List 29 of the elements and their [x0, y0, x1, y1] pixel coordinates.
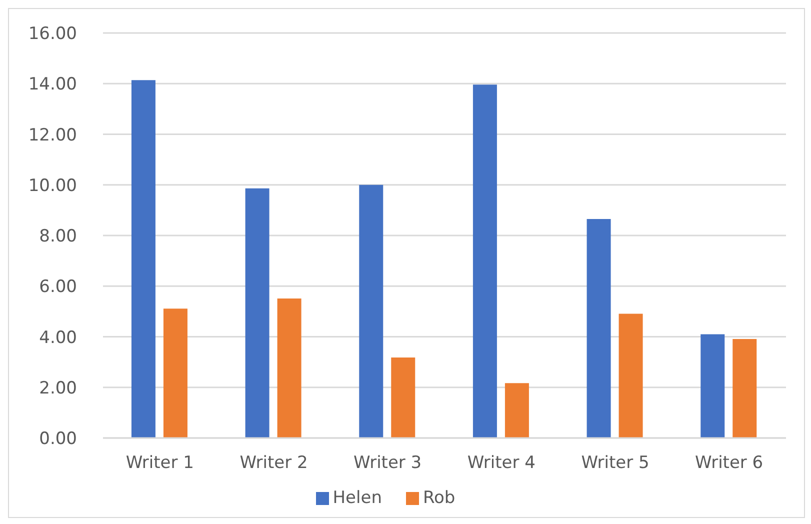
y-tick-label: 2.00: [39, 378, 77, 398]
bar: [700, 334, 725, 438]
bar: [732, 339, 757, 438]
bar: [504, 383, 529, 438]
y-tick-label: 14.00: [28, 74, 77, 95]
y-tick-label: 8.00: [39, 226, 77, 247]
x-tick-label: Writer 4: [467, 453, 536, 474]
y-tick-label: 10.00: [28, 176, 77, 196]
bar: [391, 358, 416, 438]
y-tick-label: 6.00: [39, 277, 77, 298]
bar: [163, 308, 188, 438]
legend-label: Rob: [422, 488, 456, 508]
bar: [277, 298, 302, 438]
bar: [359, 184, 384, 438]
x-tick-label: Writer 6: [695, 453, 764, 474]
y-tick-label: 4.00: [39, 328, 77, 348]
x-tick-label: Writer 2: [240, 453, 308, 474]
x-tick-label: Writer 1: [126, 453, 194, 474]
x-tick-label: Writer 3: [354, 453, 422, 474]
bar: [245, 188, 270, 438]
y-tick-label: 12.00: [28, 125, 77, 146]
bar: [472, 84, 497, 438]
y-tick-label: 0.00: [39, 429, 77, 450]
y-tick-label: 16.00: [28, 24, 77, 44]
x-tick-label: Writer 5: [581, 453, 650, 474]
bar: [618, 314, 643, 438]
bar: [586, 219, 611, 438]
bar: [131, 80, 156, 438]
legend-label: Helen: [332, 488, 382, 508]
